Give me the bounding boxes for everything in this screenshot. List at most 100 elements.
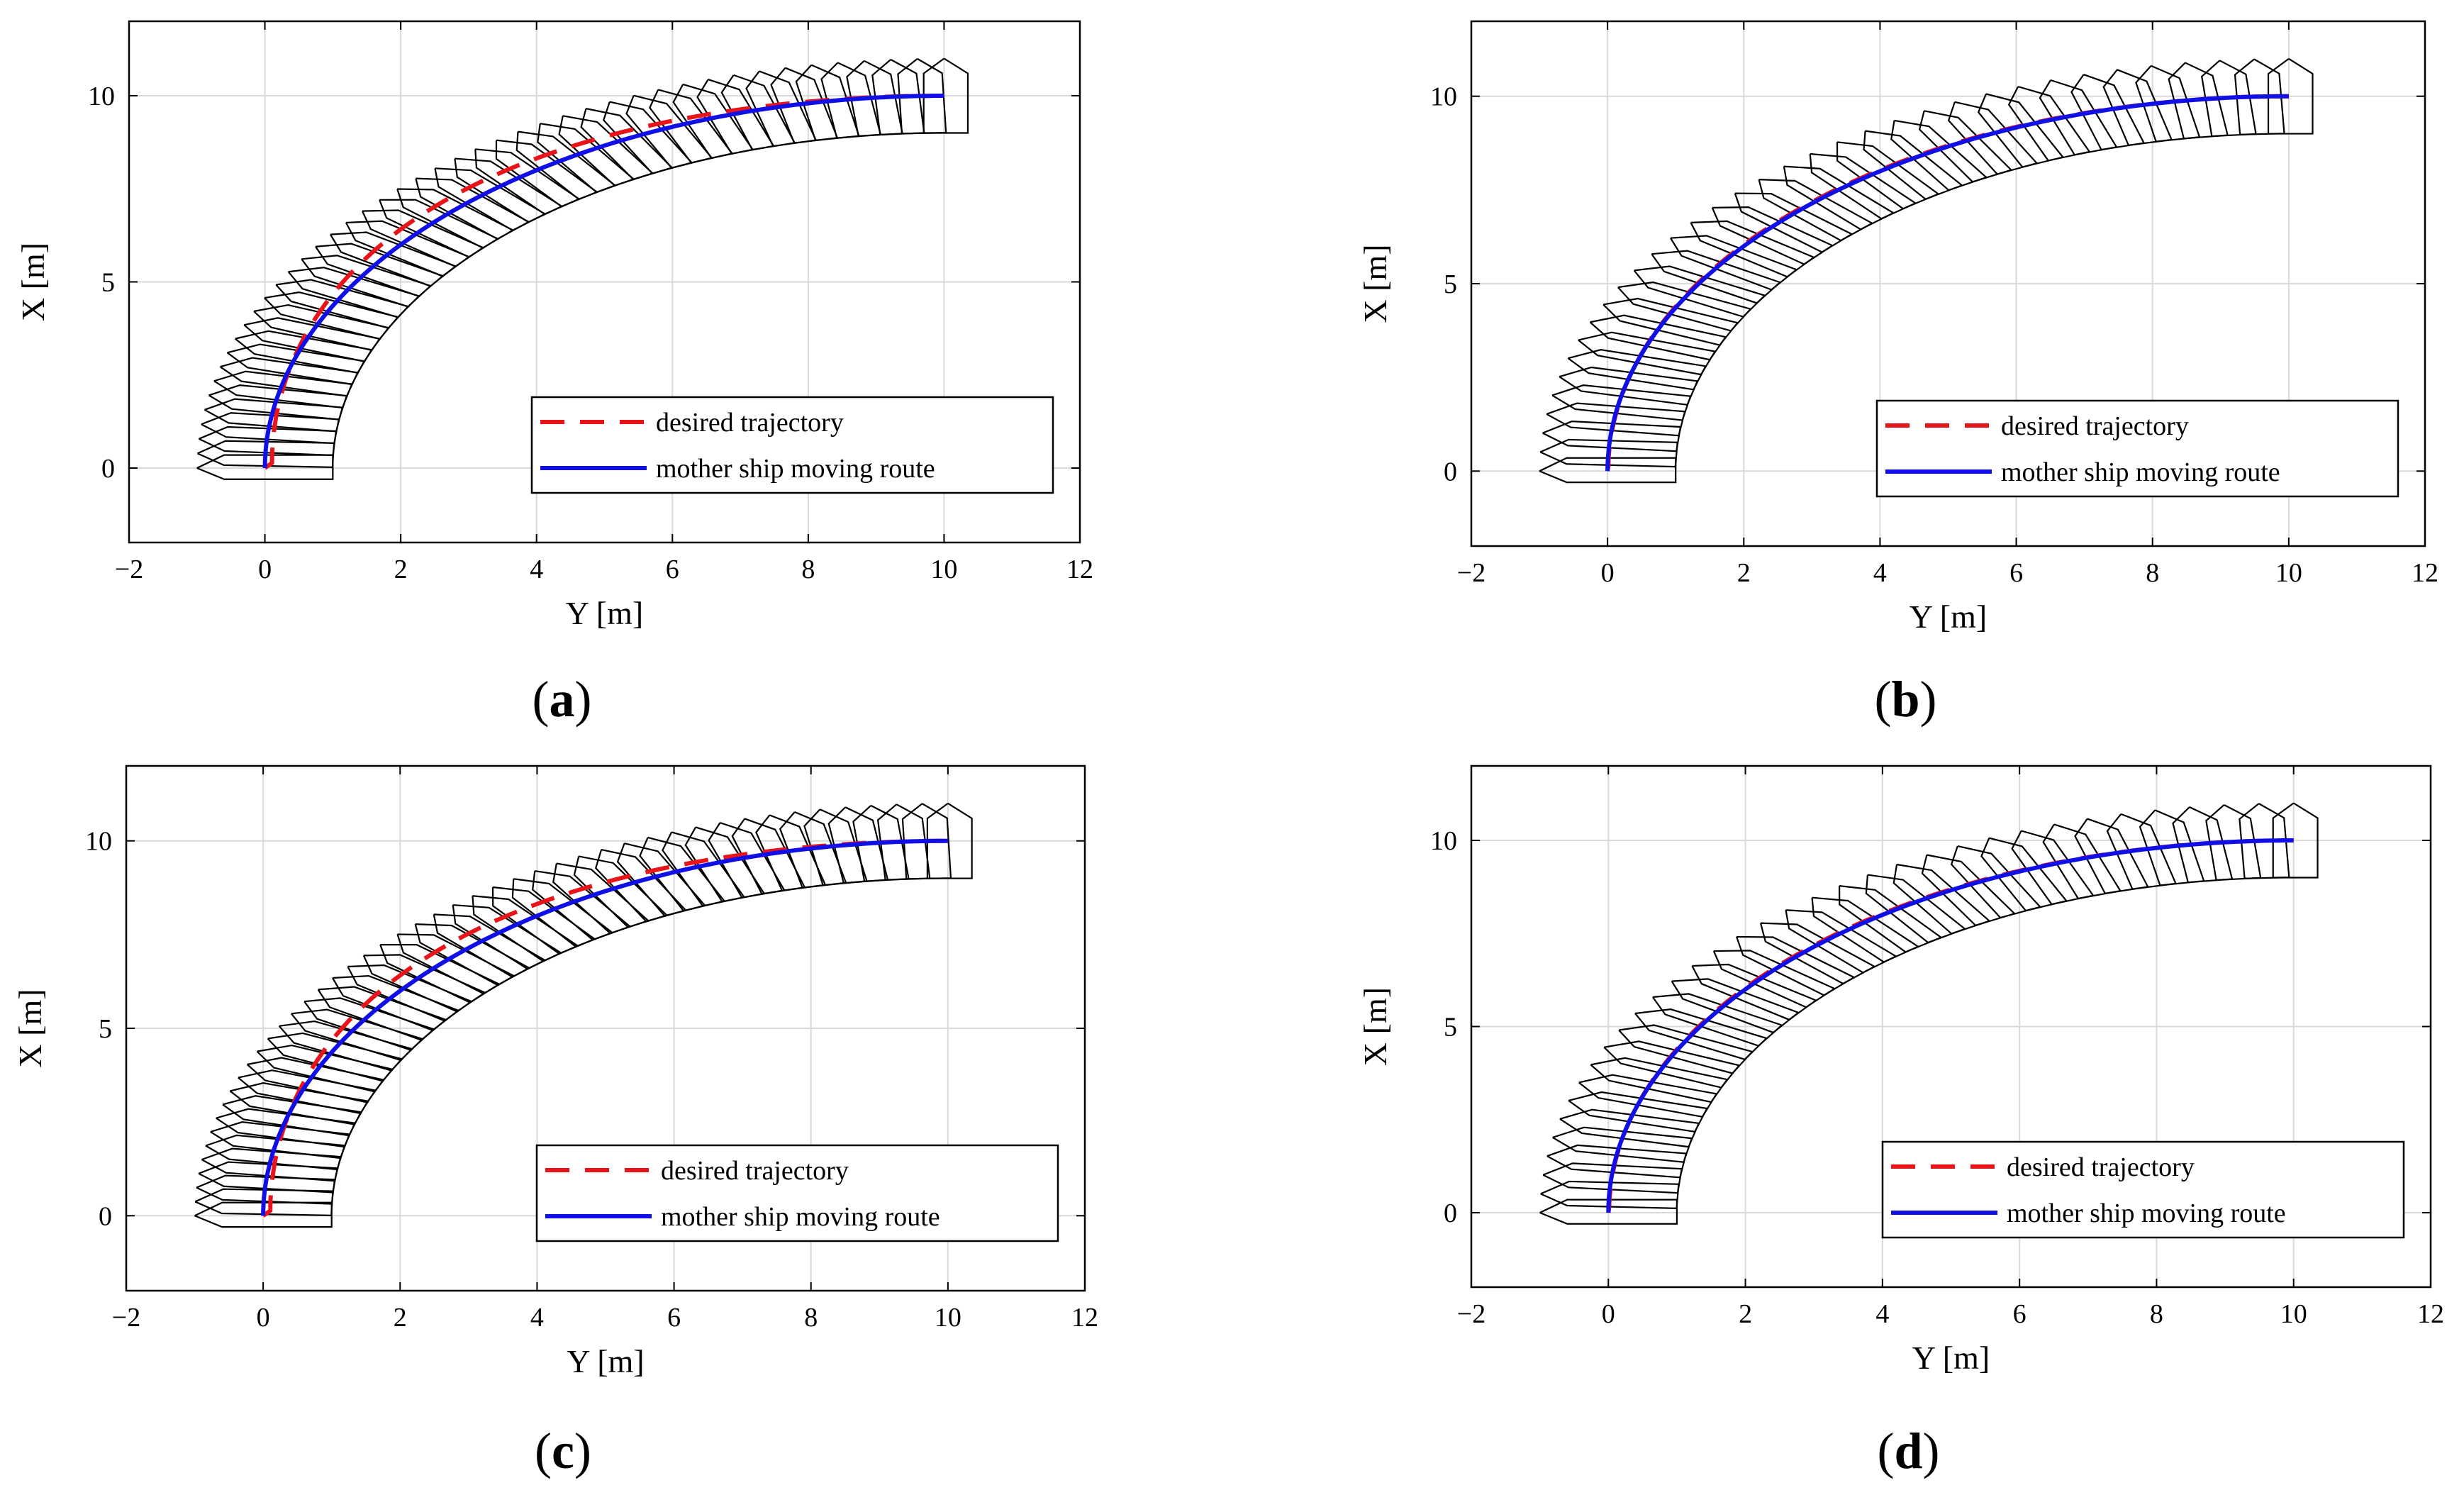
ship-outline — [684, 826, 766, 903]
x-tick-label: 8 — [801, 555, 815, 584]
legend-label: mother ship moving route — [661, 1202, 940, 1232]
ship-outline — [1539, 438, 1678, 468]
ship-outline — [2272, 802, 2319, 879]
ship-outline — [2011, 830, 2095, 906]
mother-ship-route-line — [262, 94, 944, 469]
x-tick-label: 0 — [1601, 558, 1615, 588]
plot-area — [194, 802, 973, 1228]
y-tick-label: 0 — [1444, 1199, 1457, 1228]
y-axis-label: X [m] — [1357, 987, 1393, 1066]
ship-outline — [238, 1069, 377, 1115]
x-tick-label: 2 — [1737, 558, 1751, 588]
ship-outline — [1838, 885, 1943, 953]
x-axis-label: Y [m] — [567, 1343, 644, 1379]
y-tick-label: 0 — [101, 454, 115, 484]
ship-outline — [1811, 896, 1920, 963]
x-tick-label: 8 — [804, 1303, 818, 1333]
x-axis-label: Y [m] — [566, 595, 643, 631]
ship-outline — [2070, 74, 2146, 151]
ship-outline — [2139, 809, 2205, 886]
ship-outline — [1918, 110, 2013, 183]
x-tick-label: 10 — [2275, 558, 2302, 588]
ship-outline — [2201, 60, 2257, 138]
ship-outline — [1551, 384, 1692, 421]
ship-outline — [2234, 58, 2285, 135]
ship-outline — [1809, 152, 1917, 220]
ship-outline — [1950, 845, 2042, 919]
ship-outline — [2239, 803, 2290, 879]
ship-outline — [1590, 1057, 1729, 1103]
panel-label: (d) — [1877, 1423, 1939, 1479]
y-tick-label: 10 — [88, 82, 115, 111]
legend: desired trajectory mother ship moving rou… — [1875, 399, 2399, 498]
x-tick-label: 8 — [2146, 558, 2159, 588]
panel-label: (b) — [1874, 671, 1936, 728]
plot-area — [1539, 57, 2314, 484]
mother-ship-route-line — [1605, 94, 2289, 472]
ship-snapshots — [194, 802, 973, 1228]
x-tick-label: 12 — [2412, 558, 2438, 588]
legend-label: mother ship moving route — [656, 454, 935, 484]
ship-outline — [1734, 192, 1853, 253]
panel-d: −2 0 2 4 6 8 10 12 0 5 10 Y [m] X [m] desired traject… — [1357, 764, 2444, 1479]
ship-outline — [696, 79, 775, 155]
legend: desired trajectory mother ship moving rou… — [530, 396, 1054, 494]
plot-area — [1539, 802, 2319, 1225]
x-tick-label: 4 — [1873, 558, 1887, 588]
ship-outline — [1671, 978, 1800, 1034]
ship-outline — [1977, 93, 2065, 168]
panel-label: (c) — [535, 1423, 591, 1479]
ship-outline — [1602, 297, 1739, 346]
y-axis-label: X [m] — [1357, 244, 1393, 323]
ship-outline — [1651, 993, 1784, 1047]
ship-outline — [1540, 1180, 1680, 1210]
ship-outline — [2007, 86, 2091, 162]
ship-outline — [1578, 1074, 1718, 1118]
ship-outline — [1758, 179, 1874, 242]
legend-box — [530, 396, 1054, 494]
ship-outline — [1578, 331, 1717, 376]
x-tick-label: 6 — [2013, 1299, 2027, 1329]
x-tick-label: 4 — [1875, 1299, 1889, 1329]
legend-box — [1881, 1140, 2405, 1239]
ship-outline — [1559, 1108, 1700, 1148]
ship-outline — [1552, 1126, 1693, 1163]
y-tick-label: 10 — [1430, 82, 1457, 112]
x-tick-label: 10 — [930, 555, 957, 584]
x-axis-label: Y [m] — [1912, 1340, 1990, 1376]
ship-outline — [1539, 1199, 1678, 1225]
ship-outline — [2267, 57, 2314, 135]
legend-label: mother ship moving route — [2001, 457, 2280, 487]
ship-outline — [2172, 806, 2234, 884]
y-tick-label: 5 — [99, 1014, 112, 1044]
x-tick-label: 8 — [2150, 1299, 2163, 1329]
x-axis-label: Y [m] — [1910, 599, 1987, 635]
legend: desired trajectory mother ship moving rou… — [535, 1144, 1059, 1242]
legend-label: desired trajectory — [2001, 411, 2189, 441]
ship-outline — [2205, 803, 2262, 882]
legend-label: desired trajectory — [656, 408, 844, 438]
x-tick-label: 2 — [394, 555, 408, 584]
ship-outline — [1890, 119, 1988, 191]
ship-outline — [1617, 281, 1752, 332]
y-tick-label: 10 — [1430, 826, 1457, 856]
ship-outline — [926, 802, 973, 879]
x-tick-label: 0 — [1602, 1299, 1615, 1329]
ship-outline — [1542, 421, 1682, 452]
ship-outline — [1836, 141, 1940, 210]
x-tick-label: 12 — [1071, 1303, 1098, 1333]
legend-label: desired trajectory — [2007, 1152, 2195, 1182]
ship-outline — [1618, 1024, 1754, 1074]
plot-area — [196, 57, 969, 480]
y-tick-label: 5 — [1444, 1013, 1457, 1042]
ship-outline — [1539, 457, 1677, 484]
x-tick-label: 0 — [258, 555, 272, 584]
ship-outline — [1603, 1040, 1741, 1089]
x-tick-label: 6 — [2009, 558, 2023, 588]
x-tick-label: −2 — [112, 1303, 140, 1333]
ship-outline — [1542, 1162, 1683, 1194]
y-tick-label: 5 — [1444, 269, 1457, 299]
ship-outline — [922, 57, 969, 134]
ship-outline — [2074, 818, 2149, 895]
